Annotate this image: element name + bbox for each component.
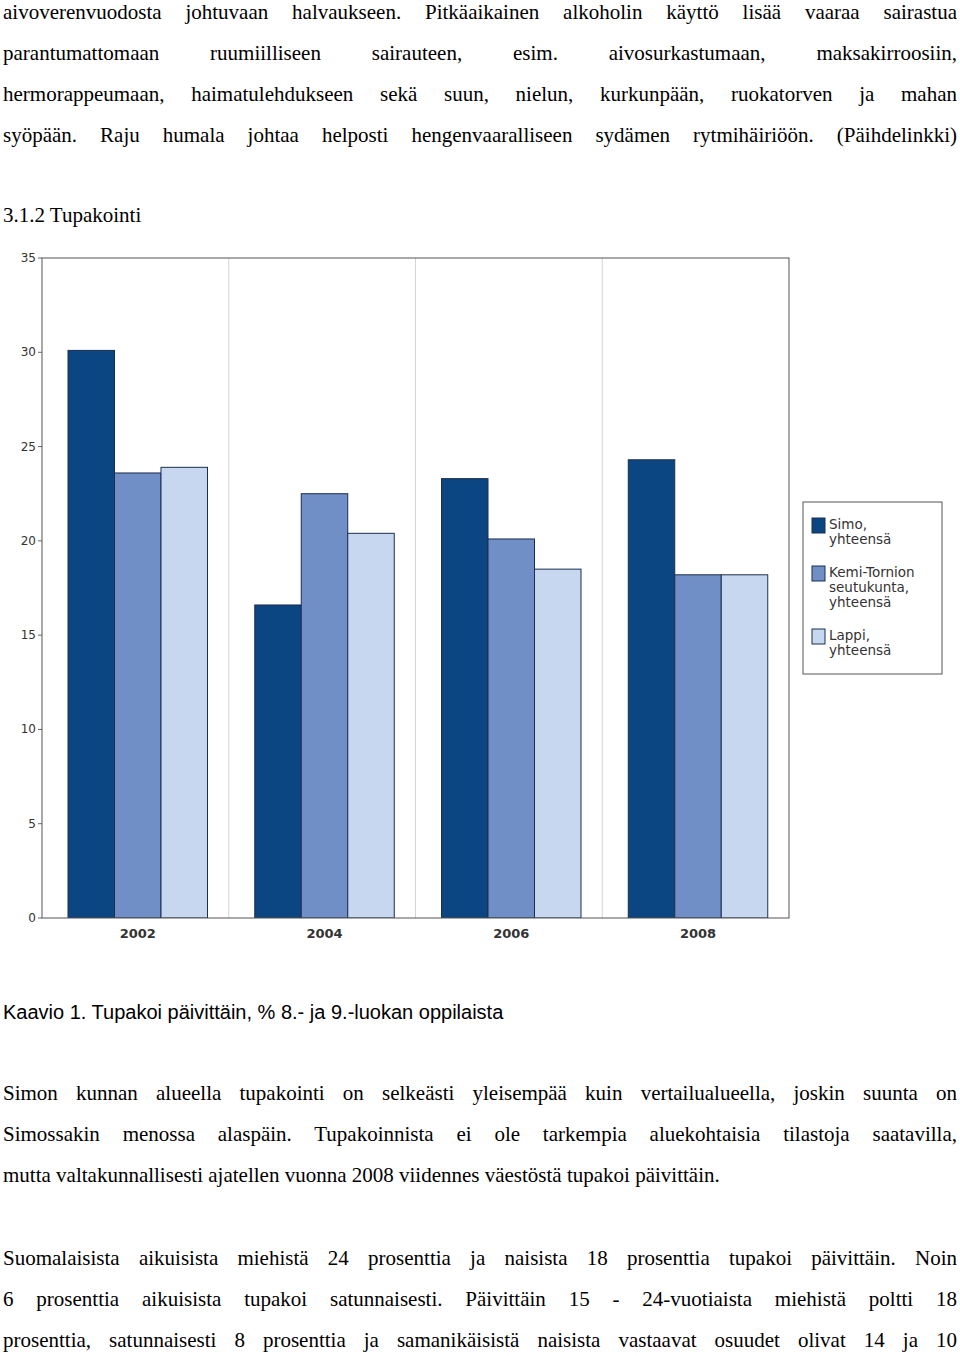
y-tick-label: 5 (28, 817, 36, 831)
legend-box (803, 502, 942, 674)
chart-caption: Kaavio 1. Tupakoi päivittäin, % 8.- ja 9… (3, 992, 503, 1032)
y-tick (38, 729, 42, 730)
legend-label: Simo,yhteensä (829, 516, 891, 547)
x-tick-label: 2006 (493, 926, 529, 941)
bars (68, 350, 768, 918)
bar (115, 473, 162, 918)
category-separator (415, 258, 416, 918)
text-line: 6 prosenttia aikuisista tupakoi satunnai… (3, 1279, 957, 1320)
y-tick-label: 15 (21, 628, 36, 642)
text-line: hermorappeumaan, haimatulehdukseen sekä … (3, 74, 957, 115)
y-tick-label: 25 (21, 440, 36, 454)
legend: Simo,yhteensä Kemi-Tornionseutukunta,yhte… (803, 502, 942, 674)
bar (348, 533, 395, 918)
text-line: Simossakin menossa alaspäin. Tupakoinnis… (3, 1114, 957, 1155)
y-tick-label: 10 (21, 722, 36, 736)
x-tick-label: 2002 (120, 926, 156, 941)
x-tick-label: 2004 (306, 926, 342, 941)
paragraph: aivoverenvuodosta johtuvaan halvaukseen.… (3, 0, 957, 156)
legend-label: Kemi-Tornionseutukunta,yhteensä (829, 564, 915, 610)
bar (721, 575, 768, 918)
text-line: syöpään. Raju humala johtaa helposti hen… (3, 115, 957, 156)
y-tick-label: 30 (21, 345, 36, 359)
plot-frame (42, 258, 789, 918)
legend-label: Lappi,yhteensä (829, 627, 891, 658)
plot-area (42, 258, 789, 918)
legend-swatch (812, 629, 825, 644)
category-separator (602, 258, 603, 918)
chart: 0 5 10 15 20 25 30 35 2002 2004 2006 2008 Simo,yhtee… (0, 240, 960, 960)
y-tick (38, 352, 42, 353)
y-tick (38, 258, 42, 259)
bar (161, 467, 208, 918)
x-tick-label: 2008 (680, 926, 716, 941)
paragraph: Simon kunnan alueella tupakointi on selk… (3, 1073, 957, 1196)
bar (535, 569, 582, 918)
y-tick-label: 0 (28, 911, 36, 925)
bar (301, 494, 348, 918)
y-tick (38, 540, 42, 541)
bar (628, 460, 675, 918)
text-line: mutta valtakunnallisesti ajatellen vuonn… (3, 1155, 957, 1196)
text-line: Suomalaisista aikuisista miehistä 24 pro… (3, 1238, 957, 1279)
paragraph: Suomalaisista aikuisista miehistä 24 pro… (3, 1238, 957, 1356)
bar (442, 479, 489, 918)
text-line: parantumattomaan ruumiilliseen sairautee… (3, 33, 957, 74)
section-heading: 3.1.2 Tupakointi (3, 195, 141, 235)
page: {"paragraphs_top": [ {"lines": [ "aivove… (0, 0, 960, 1356)
bar (68, 350, 115, 918)
y-tick-label: 35 (21, 251, 36, 265)
legend-swatch (812, 518, 825, 533)
legend-swatch (812, 566, 825, 581)
text-line: Simon kunnan alueella tupakointi on selk… (3, 1073, 957, 1114)
category-separator (228, 258, 229, 918)
y-tick (38, 635, 42, 636)
bar (488, 539, 535, 918)
text-line: prosenttia, satunnaisesti 8 prosenttia j… (3, 1320, 957, 1356)
y-tick (38, 446, 42, 447)
text-line: aivoverenvuodosta johtuvaan halvaukseen.… (3, 0, 957, 33)
bar (675, 575, 722, 918)
y-tick (38, 823, 42, 824)
y-tick (38, 918, 42, 919)
y-tick-label: 20 (21, 534, 36, 548)
bar (255, 605, 302, 918)
